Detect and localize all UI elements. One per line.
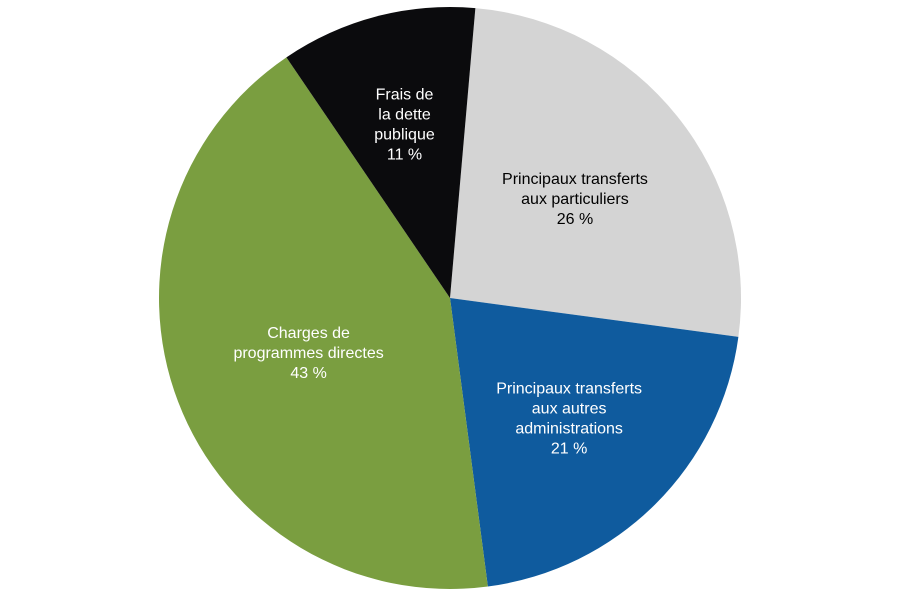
pie-slice-2 bbox=[158, 57, 488, 590]
slice-percent-label: 43 % bbox=[290, 365, 326, 382]
slice-name-line: Principaux transferts bbox=[496, 381, 642, 398]
slice-name-line: programmes directes bbox=[233, 345, 383, 362]
pie-slice-0 bbox=[450, 8, 741, 337]
pie-slice-label-0: Principaux transferts aux particuliers 26 … bbox=[502, 171, 648, 228]
slice-name-line: administrations bbox=[515, 421, 623, 438]
pie-slice-1 bbox=[450, 298, 739, 587]
pie-slice-label-2: Charges de programmes directes 43 % bbox=[233, 325, 383, 382]
slice-percent-label: 21 % bbox=[551, 441, 587, 458]
pie-slice-label-1: Principaux transferts aux autres administr… bbox=[496, 381, 642, 458]
slice-name-line: aux particuliers bbox=[521, 191, 629, 208]
pie-slice-label-3: Frais de la dette publique 11 % bbox=[374, 86, 435, 163]
slice-percent-label: 11 % bbox=[387, 146, 422, 163]
pie-slice-3 bbox=[286, 6, 476, 298]
slice-percent-label: 26 % bbox=[557, 211, 593, 228]
slice-name-line: aux autres bbox=[532, 401, 607, 418]
slice-name-line: la dette bbox=[378, 106, 431, 123]
slice-name-line: Charges de bbox=[267, 325, 350, 342]
slice-name-line: Principaux transferts bbox=[502, 171, 648, 188]
slice-name-line: Frais de bbox=[376, 86, 434, 103]
slice-name-line: publique bbox=[374, 126, 435, 143]
